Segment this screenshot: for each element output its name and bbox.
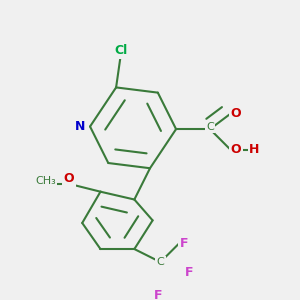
Text: O: O: [231, 107, 241, 120]
Text: F: F: [180, 237, 188, 250]
Text: O: O: [64, 172, 74, 185]
Text: Cl: Cl: [115, 44, 128, 57]
Text: C: C: [157, 257, 164, 267]
Text: CH₃: CH₃: [35, 176, 56, 186]
Text: C: C: [206, 122, 214, 131]
Text: H: H: [249, 143, 260, 157]
Text: N: N: [74, 120, 85, 133]
Text: O: O: [231, 143, 241, 157]
Text: F: F: [154, 290, 162, 300]
Text: F: F: [185, 266, 194, 279]
